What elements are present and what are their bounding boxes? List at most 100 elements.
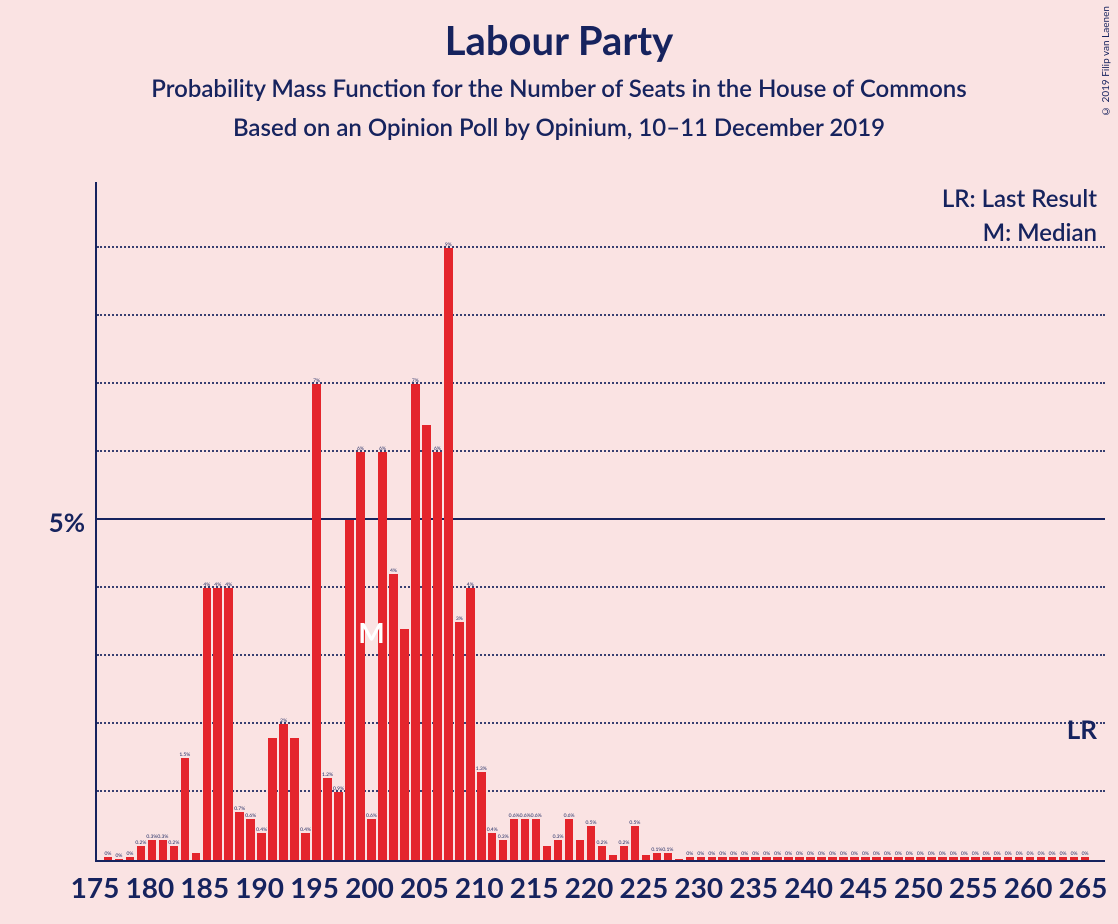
bar-value-label: 0.6% — [564, 813, 575, 819]
chart-subsubtitle: Based on an Opinion Poll by Opinium, 10–… — [0, 103, 1118, 142]
bar — [290, 738, 299, 860]
bar — [609, 855, 618, 860]
bar-value-label: 0% — [972, 851, 979, 857]
bar-value-label: 0.6% — [531, 813, 542, 819]
bar-value-label: 0.9% — [333, 786, 344, 792]
bar: 0% — [697, 857, 706, 860]
bar-value-label: 0% — [1060, 851, 1067, 857]
bar-value-label: 9% — [445, 242, 452, 248]
bar-value-label: 0.3% — [553, 834, 564, 840]
bar-value-label: 6% — [379, 446, 386, 452]
bar: 0.3% — [554, 840, 563, 860]
bar-value-label: 0.1% — [651, 847, 662, 853]
bar: 2% — [279, 724, 288, 860]
bar: 0.2% — [598, 846, 607, 860]
grid-minor-line — [97, 722, 1105, 724]
bar: 0.2% — [170, 846, 179, 860]
bar: 0% — [784, 857, 793, 860]
bar: 1.3% — [477, 772, 486, 860]
bar: 0% — [795, 857, 804, 860]
bar: 0% — [861, 857, 870, 860]
x-tick-label: 220 — [565, 870, 614, 904]
x-tick-label: 225 — [620, 870, 669, 904]
bar-value-label: 0% — [697, 851, 704, 857]
x-tick-label: 215 — [510, 870, 559, 904]
x-tick-label: 230 — [674, 870, 723, 904]
legend-lr: LR: Last Result — [942, 184, 1097, 213]
bar: 0% — [982, 857, 991, 860]
bar: 0% — [938, 857, 947, 860]
bar: 4% — [389, 574, 398, 860]
bar: 0% — [872, 857, 881, 860]
bar: 0% — [1004, 857, 1013, 860]
bar: 4% — [203, 588, 212, 860]
bar-value-label: 0.3% — [498, 834, 509, 840]
bar-value-label: 0% — [950, 851, 957, 857]
bar-value-label: 4% — [390, 568, 397, 574]
bar: 0% — [729, 857, 738, 860]
bar: 0.5% — [631, 826, 640, 860]
bar-value-label: 0% — [774, 851, 781, 857]
bar-value-label: 0% — [807, 851, 814, 857]
bar: 0.6% — [367, 819, 376, 860]
bar-value-label: 0% — [126, 851, 133, 857]
bar-value-label: 0% — [763, 851, 770, 857]
x-tick-label: 200 — [345, 870, 394, 904]
bar: 0% — [740, 857, 749, 860]
bar: 0% — [850, 857, 859, 860]
last-result-marker: LR — [1067, 713, 1097, 745]
x-tick-label: 260 — [1004, 870, 1053, 904]
bar-value-label: 4% — [467, 582, 474, 588]
bar-value-label: 1.3% — [476, 766, 487, 772]
bar-value-label: 0% — [730, 851, 737, 857]
bar: 0.1% — [653, 853, 662, 860]
bar: 0% — [708, 857, 717, 860]
bar-value-label: 1.2% — [322, 772, 333, 778]
bar-value-label: 0% — [1049, 851, 1056, 857]
bar: 0% — [1015, 857, 1024, 860]
bar-value-label: 0% — [895, 851, 902, 857]
bar-value-label: 0% — [741, 851, 748, 857]
x-tick-label: 175 — [71, 870, 120, 904]
chart-title: Labour Party — [0, 0, 1118, 64]
bar: 1.5% — [181, 758, 190, 860]
bar-value-label: 0.4% — [487, 827, 498, 833]
x-tick-label: 185 — [180, 870, 229, 904]
bar: 0.4% — [301, 833, 310, 860]
bar-value-label: 0.5% — [586, 820, 597, 826]
bar: 0.3% — [159, 840, 168, 860]
bar: 0% — [883, 857, 892, 860]
x-tick-label: 255 — [949, 870, 998, 904]
bar-value-label: 0.4% — [300, 827, 311, 833]
bar — [192, 853, 201, 860]
bar-value-label: 0% — [115, 853, 122, 859]
bar-value-label: 0% — [873, 851, 880, 857]
bar: 0% — [1081, 857, 1090, 860]
bar: 0% — [839, 857, 848, 860]
x-tick-label: 190 — [235, 870, 284, 904]
bar — [422, 425, 431, 860]
bar: 0% — [1048, 857, 1057, 860]
bar: 0% — [126, 857, 135, 860]
bar-value-label: 0% — [906, 851, 913, 857]
bar-value-label: 0% — [719, 851, 726, 857]
bar-value-label: 0% — [983, 851, 990, 857]
bar-value-label: 4% — [203, 582, 210, 588]
y-axis-label: 5% — [25, 506, 85, 538]
bar: 0% — [1059, 857, 1068, 860]
bar: 0% — [971, 857, 980, 860]
bar-value-label: 3% — [456, 616, 463, 622]
bar: 9% — [444, 248, 453, 860]
bar — [400, 629, 409, 860]
bar-value-label: 6% — [434, 446, 441, 452]
bar: 4% — [213, 588, 222, 860]
bar: 0.6% — [246, 819, 255, 860]
x-tick-label: 240 — [784, 870, 833, 904]
bar-value-label: 2% — [280, 718, 287, 724]
bar: 0% — [828, 857, 837, 860]
bar: 0% — [960, 857, 969, 860]
bar-value-label: 0% — [1038, 851, 1045, 857]
bar-value-label: 0% — [752, 851, 759, 857]
bar-value-label: 0% — [1071, 851, 1078, 857]
x-tick-label: 245 — [839, 870, 888, 904]
